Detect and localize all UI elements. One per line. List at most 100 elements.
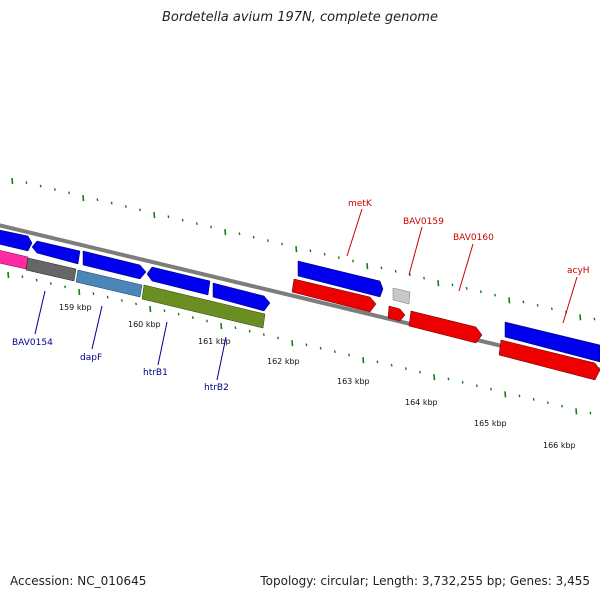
minor-tick (177, 312, 180, 316)
gene-BAV0160[interactable] (408, 310, 483, 344)
minor-tick (352, 259, 354, 263)
minor-tick (68, 191, 70, 195)
major-tick (291, 340, 294, 347)
minor-tick (323, 252, 326, 256)
minor-tick (394, 269, 397, 273)
minor-tick (281, 242, 283, 246)
gene-red-small[interactable] (387, 305, 406, 322)
gene-label-metK[interactable]: metK (348, 199, 373, 209)
minor-tick (92, 292, 95, 296)
gene-acyH[interactable] (504, 321, 600, 363)
minor-tick (380, 266, 383, 270)
minor-tick (451, 283, 454, 287)
gene-reverse-red[interactable] (291, 278, 377, 313)
minor-tick (309, 249, 312, 253)
accession-text: Accession: NC_010645 (10, 574, 147, 588)
major-tick (579, 314, 582, 321)
major-tick (11, 177, 14, 185)
minor-tick (593, 317, 596, 321)
gene-pink[interactable] (0, 248, 29, 270)
gene-label-dapF[interactable]: dapF (80, 353, 102, 363)
gene-arrow-forward[interactable] (82, 250, 147, 280)
minor-tick (135, 302, 137, 306)
page-title: Bordetella avium 197N, complete genome (162, 10, 438, 25)
major-tick (504, 391, 507, 398)
minor-tick (447, 377, 450, 381)
minor-tick (536, 303, 539, 307)
minor-tick (64, 285, 66, 289)
gene-label-acyH[interactable]: acyH (567, 266, 590, 276)
minor-tick (234, 326, 237, 330)
minor-tick (333, 350, 336, 354)
label-leader-line (346, 208, 363, 257)
minor-tick (181, 218, 184, 222)
minor-tick (210, 225, 212, 229)
tick-label: 162 kbp (267, 357, 300, 366)
major-tick (220, 323, 223, 330)
minor-tick (167, 215, 170, 219)
minor-tick (139, 208, 141, 212)
tick-label: 159 kbp (59, 303, 92, 312)
label-leader-line (34, 290, 46, 335)
gene-label-BAV0160[interactable]: BAV0160 (453, 233, 494, 243)
upper-tick-row (11, 177, 596, 321)
minor-tick (494, 293, 496, 297)
gene-metK[interactable] (297, 260, 384, 298)
gene-BAV0154[interactable] (25, 257, 77, 282)
label-leader-line (408, 226, 423, 276)
major-tick (437, 280, 440, 287)
minor-tick (262, 333, 265, 336)
topology-text: Topology: circular; Length: 3,732,255 bp… (260, 574, 590, 588)
major-tick (7, 271, 10, 279)
gene-htrB[interactable] (141, 284, 266, 329)
minor-tick (479, 290, 482, 294)
gene-BAV0159[interactable] (392, 287, 411, 305)
major-tick (508, 297, 511, 304)
minor-tick (561, 404, 563, 408)
gene-label-BAV0154[interactable]: BAV0154 (12, 338, 53, 348)
minor-tick (390, 363, 393, 367)
minor-tick (461, 380, 464, 384)
gene-dapF[interactable] (75, 269, 143, 298)
gene-arrow-forward[interactable] (212, 282, 271, 312)
minor-tick (39, 184, 42, 188)
minor-tick (423, 276, 425, 280)
minor-tick (348, 353, 350, 357)
gene-arrow-forward[interactable] (0, 228, 33, 252)
minor-tick (195, 222, 198, 225)
minor-tick (120, 299, 123, 302)
minor-tick (532, 397, 535, 401)
minor-tick (465, 286, 468, 290)
minor-tick (475, 384, 478, 388)
tick-label: 165 kbp (474, 419, 507, 428)
tick-label: 161 kbp (198, 337, 231, 346)
major-tick (78, 288, 81, 296)
gene-arrow-reverse[interactable] (146, 266, 211, 296)
minor-tick (163, 309, 166, 313)
minor-tick (106, 295, 109, 299)
major-tick (153, 212, 156, 219)
gene-arrow-reverse[interactable] (31, 240, 81, 265)
minor-tick (266, 239, 269, 242)
gene-label-htrB1[interactable]: htrB1 (143, 368, 168, 378)
tick-label: 164 kbp (405, 398, 438, 407)
minor-tick (589, 411, 592, 415)
tick-label: 163 kbp (337, 377, 370, 386)
gene-reverse-red[interactable] (498, 339, 600, 381)
minor-tick (419, 370, 421, 374)
label-leader-line (91, 305, 103, 350)
minor-tick (191, 316, 194, 319)
minor-tick (21, 275, 24, 279)
label-leader-line (216, 336, 227, 381)
minor-tick (404, 367, 407, 371)
minor-tick (319, 346, 322, 350)
major-tick (149, 306, 152, 313)
gene-label-htrB2[interactable]: htrB2 (204, 383, 229, 393)
minor-tick (376, 360, 379, 364)
gene-label-BAV0159[interactable]: BAV0159 (403, 217, 444, 227)
minor-tick (337, 256, 340, 260)
minor-tick (96, 198, 99, 202)
minor-tick (550, 307, 553, 311)
minor-tick (53, 188, 56, 191)
